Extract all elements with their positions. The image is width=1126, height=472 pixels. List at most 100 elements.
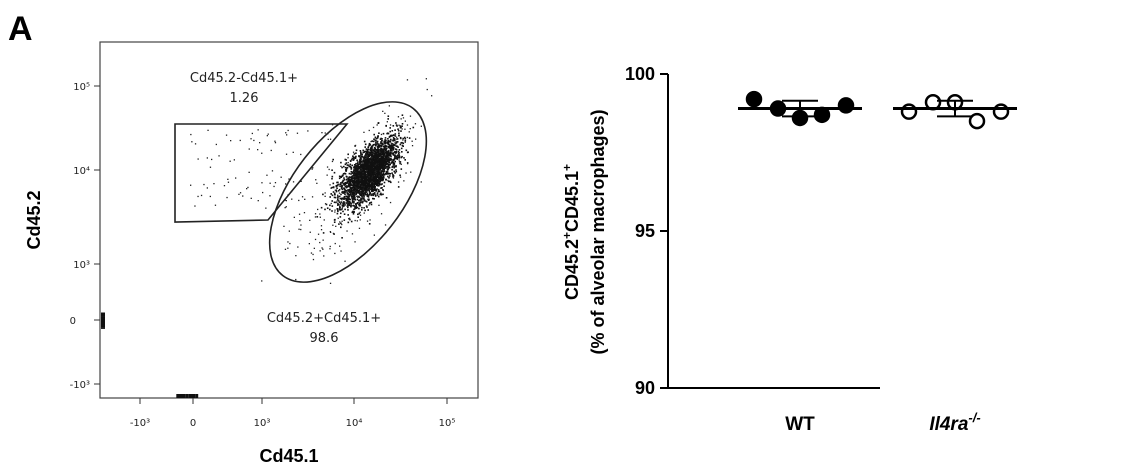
flow-event (343, 196, 346, 198)
flow-event (381, 176, 384, 178)
flow-event (348, 204, 351, 207)
flow-event (373, 165, 375, 167)
flow-event (368, 176, 370, 178)
flow-event (352, 195, 355, 197)
flow-event (387, 141, 389, 144)
flow-event (381, 148, 384, 151)
flow-event (375, 151, 377, 153)
flow-event (392, 149, 395, 151)
flow-event (378, 180, 381, 182)
flow-event (378, 155, 380, 158)
flow-event (379, 168, 381, 170)
flow-event (391, 172, 393, 174)
flow-event (339, 207, 341, 209)
flow-event (426, 88, 428, 91)
flow-event (376, 194, 379, 196)
flow-event (317, 233, 320, 235)
flow-event (395, 169, 397, 171)
flow-event (331, 200, 333, 202)
flow-event (387, 180, 390, 183)
flow-event (366, 148, 369, 151)
flow-event (343, 184, 345, 186)
flow-event (366, 189, 368, 192)
flow-event (358, 171, 361, 173)
flow-event (372, 178, 375, 180)
flow-event (370, 203, 373, 206)
flow-event (365, 191, 367, 193)
flow-event (350, 173, 352, 175)
flow-event (365, 182, 368, 185)
flow-event (404, 159, 406, 161)
flow-event (385, 150, 388, 153)
flow-event (365, 174, 367, 176)
flow-event (351, 176, 354, 179)
flow-event (378, 153, 380, 156)
flow-event (346, 203, 349, 205)
flow-event (348, 176, 351, 178)
flow-event (364, 186, 367, 188)
flow-event (365, 159, 368, 162)
flow-event (387, 168, 389, 170)
flow-event (101, 324, 105, 326)
flow-event (354, 164, 357, 166)
flow-event (385, 179, 387, 181)
flow-event (353, 186, 355, 188)
flow-event (332, 186, 335, 188)
flow-y-axis-title: Cd45.2 (24, 190, 44, 249)
flow-event (101, 312, 105, 314)
flow-event (287, 241, 289, 243)
flow-event (364, 164, 366, 167)
flow-event (342, 173, 345, 175)
flow-event (364, 191, 366, 194)
flow-event (374, 187, 376, 189)
flow-event (384, 142, 387, 144)
flow-event (380, 145, 382, 147)
flow-event (346, 191, 348, 193)
flow-event (366, 171, 368, 173)
panel-label: A (8, 10, 33, 48)
flow-event (331, 175, 334, 178)
flow-event (339, 204, 341, 206)
flow-event (190, 184, 192, 186)
flow-event (379, 158, 381, 161)
data-point (992, 103, 1010, 120)
flow-event (389, 127, 391, 129)
flow-event (376, 159, 379, 162)
flow-event (369, 144, 372, 146)
flow-event (359, 174, 361, 177)
flow-event (398, 154, 400, 156)
flow-event (361, 172, 364, 174)
flow-event (369, 160, 372, 162)
flow-event (369, 191, 371, 194)
flow-event (190, 394, 192, 398)
flow-event (368, 173, 370, 175)
flow-event (365, 184, 367, 186)
flow-event (337, 190, 340, 192)
flow-event (365, 177, 368, 179)
flow-event (361, 199, 363, 201)
flow-event (348, 194, 350, 197)
flow-event (353, 169, 356, 171)
flow-event (399, 136, 402, 139)
gate-label-value: 98.6 (310, 331, 339, 346)
flow-y-ticks (94, 85, 100, 385)
flow-event (337, 198, 339, 201)
flow-event (390, 162, 392, 164)
flow-event (301, 196, 304, 198)
flow-event (363, 158, 366, 161)
flow-event (400, 168, 403, 170)
flow-event (361, 197, 364, 199)
flow-event (347, 200, 349, 202)
flow-event (383, 146, 386, 148)
flow-event (369, 154, 371, 156)
flow-event (373, 169, 376, 171)
flow-event (371, 157, 374, 160)
dot-plot-y-tick-label: 90 (635, 378, 655, 398)
flow-event (368, 159, 371, 162)
flow-event (361, 177, 363, 179)
flow-event (368, 187, 371, 189)
flow-event (393, 138, 396, 140)
flow-event (333, 201, 336, 204)
flow-event (364, 209, 366, 212)
flow-event (357, 190, 360, 192)
